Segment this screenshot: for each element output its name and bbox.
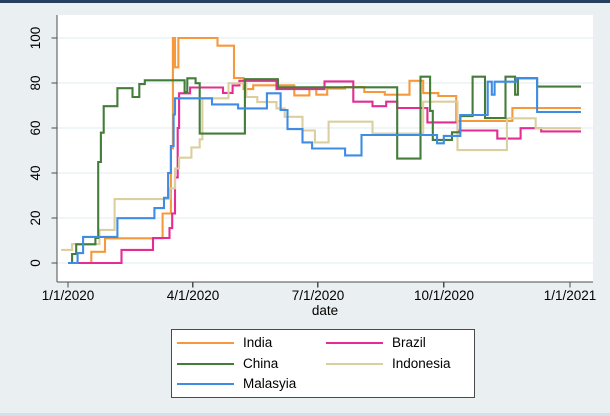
- legend: India Brazil China Indonesia Malasyia: [171, 329, 475, 398]
- y-tick-label-0: 0: [28, 259, 43, 267]
- x-tick-label-jan2021: 1/1/2021: [543, 288, 597, 303]
- x-tick-label-jul2020: 7/1/2020: [291, 288, 345, 303]
- legend-label-malasyia: Malasyia: [243, 376, 297, 392]
- legend-line-india: [177, 342, 234, 345]
- y-tick-label-80: 80: [28, 75, 43, 91]
- legend-label-indonesia: Indonesia: [392, 355, 451, 371]
- window-bottom-edge: [0, 413, 610, 416]
- legend-item-brazil: Brazil: [326, 334, 474, 352]
- y-tick-label-60: 60: [28, 120, 43, 136]
- legend-line-indonesia: [326, 362, 383, 365]
- y-tick-label-40: 40: [28, 165, 43, 181]
- legend-line-china: [177, 362, 234, 365]
- x-tick-label-jan2020: 1/1/2020: [41, 288, 95, 303]
- series-line-malasyia: [68, 76, 581, 265]
- x-axis-title: date: [311, 303, 339, 318]
- legend-label-india: India: [243, 335, 273, 351]
- legend-item-india: India: [177, 334, 326, 352]
- legend-item-china: China: [177, 355, 326, 373]
- y-tick-label-20: 20: [28, 210, 43, 226]
- x-tick-label-oct2020: 10/1/2020: [413, 288, 475, 303]
- legend-item-indonesia: Indonesia: [326, 355, 474, 373]
- series-line-indonesia: [61, 82, 581, 251]
- series-line-china: [69, 75, 581, 265]
- x-tick-label-apr2020: 4/1/2020: [166, 288, 220, 303]
- y-tick-label-100: 100: [28, 26, 43, 50]
- legend-label-brazil: Brazil: [392, 335, 426, 351]
- legend-line-malasyia: [177, 383, 234, 386]
- legend-line-brazil: [326, 342, 383, 345]
- window-top-edge: [0, 0, 610, 3]
- legend-item-malasyia: Malasyia: [177, 375, 326, 393]
- legend-label-china: China: [243, 355, 279, 371]
